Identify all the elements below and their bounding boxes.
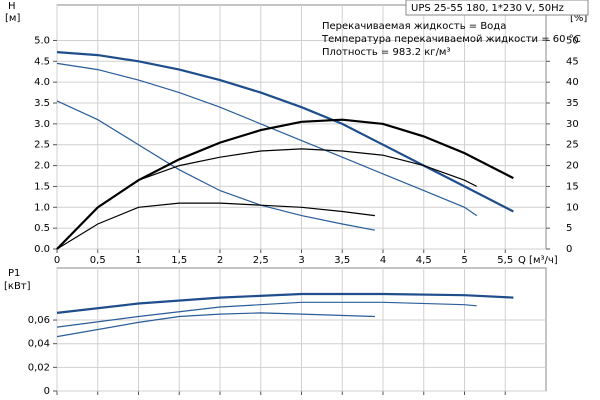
- y-axis-label: P1: [8, 268, 20, 279]
- y-tick-label: 0,06: [28, 315, 50, 326]
- y2-axis-unit: [%]: [570, 13, 587, 24]
- x-tick-label: 4,5: [416, 255, 432, 266]
- y-tick-label: 3.5: [34, 98, 50, 109]
- curve: [56, 62, 478, 217]
- x-tick-label: 1,5: [171, 255, 187, 266]
- y-tick-label: 0.0: [34, 244, 50, 255]
- curve: [56, 148, 477, 250]
- y2-tick-label: 25: [566, 140, 579, 151]
- curve: [56, 118, 514, 250]
- x-tick-label: 4: [380, 255, 386, 266]
- x-tick-label: 0: [54, 255, 60, 266]
- y2-tick-label: 35: [566, 98, 579, 109]
- y-tick-label: 1.5: [34, 181, 50, 192]
- y-axis-unit: [м]: [5, 13, 20, 24]
- y-tick-label: 4.0: [34, 77, 50, 88]
- y-tick-label: 2.0: [34, 161, 50, 172]
- y-tick-label: 0.5: [34, 223, 50, 234]
- x-axis-label: Q [м³/ч]: [518, 255, 558, 266]
- y2-tick-label: 10: [566, 202, 579, 213]
- y-tick-label: 4.5: [34, 56, 50, 67]
- y2-tick-label: 20: [566, 161, 579, 172]
- x-tick-label: 2: [217, 255, 223, 266]
- y-tick-label: 2.5: [34, 140, 50, 151]
- y2-tick-label: 40: [566, 77, 579, 88]
- y-tick-label: 0,04: [28, 339, 50, 350]
- x-tick-label: 3,5: [334, 255, 350, 266]
- curve: [56, 202, 375, 250]
- curve: [56, 301, 477, 328]
- chart-title: UPS 25-55 180, 1*230 V, 50Hz: [411, 3, 564, 14]
- y-axis-label: H: [8, 1, 16, 12]
- annotation: Перекачиваемая жидкость = Вода: [322, 21, 506, 32]
- x-tick-label: 3: [298, 255, 304, 266]
- annotation: Плотность = 983.2 кг/м³: [322, 47, 451, 58]
- y-axis-unit: [кВт]: [4, 281, 31, 292]
- y2-tick-label: 5: [566, 223, 572, 234]
- y-tick-label: 5.0: [34, 35, 50, 46]
- annotation: Температура перекачиваемой жидкости = 60…: [321, 34, 581, 45]
- x-tick-label: 0,5: [90, 255, 106, 266]
- y-tick-label: 0: [44, 386, 50, 397]
- y-tick-label: 3.0: [34, 119, 50, 130]
- y2-tick-label: 0: [566, 244, 572, 255]
- y-tick-label: 1.0: [34, 202, 50, 213]
- y2-tick-label: 45: [566, 56, 579, 67]
- curve: [56, 292, 514, 314]
- y-tick-label: 0,02: [28, 362, 50, 373]
- x-tick-label: 2,5: [253, 255, 269, 266]
- x-tick-label: 1: [135, 255, 141, 266]
- curve: [56, 100, 376, 231]
- curve: [56, 312, 375, 338]
- y2-tick-label: 30: [566, 119, 579, 130]
- y2-tick-label: 15: [566, 181, 579, 192]
- x-tick-label: 5,5: [497, 255, 513, 266]
- x-tick-label: 5: [461, 255, 467, 266]
- curve: [56, 51, 514, 213]
- y2-tick-label: 50: [566, 35, 579, 46]
- title-box: [405, 0, 589, 16]
